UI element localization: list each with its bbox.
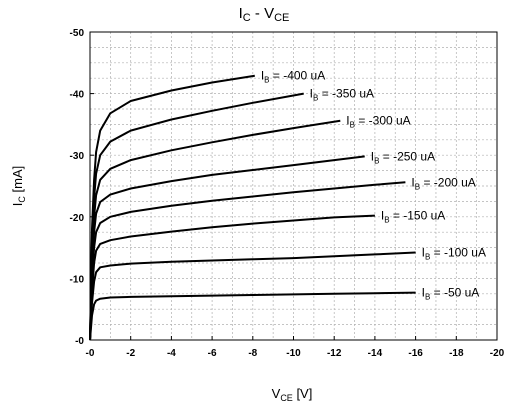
series-line-0 [89, 291, 416, 341]
series-label-1: IB = -100 uA [422, 246, 486, 262]
x-tick-label: -14 [368, 348, 383, 359]
x-tick-label: -12 [327, 348, 342, 359]
series-label-main: I [411, 175, 414, 189]
x-tick-label: -2 [126, 348, 135, 359]
series-label-sub: B [425, 293, 430, 302]
series-label-sub: B [264, 76, 269, 85]
series-label-0: IB = -50 uA [422, 286, 480, 302]
chart-title-sub2: CE [274, 12, 289, 24]
series-label-rest: = -150 uA [390, 209, 446, 223]
series-lines [89, 74, 416, 341]
chart-title-main: I [239, 5, 243, 22]
series-line-4 [89, 155, 365, 341]
series-label-7: IB = -400 uA [261, 69, 325, 85]
x-tick-label: -20 [490, 348, 505, 359]
x-tick-label: -16 [408, 348, 423, 359]
y-tick-label: -0 [75, 336, 84, 347]
series-label-sub: B [350, 121, 355, 130]
series-label-rest: = -400 uA [270, 69, 326, 83]
y-tick-label: -40 [70, 90, 85, 101]
y-tick-label: -10 [70, 274, 85, 285]
series-label-sub: B [415, 182, 420, 191]
grid [90, 32, 497, 340]
series-label-rest: = -300 uA [355, 114, 411, 128]
x-tick-label: -10 [286, 348, 301, 359]
x-tick-label: -18 [449, 348, 464, 359]
series-label-rest: = -100 uA [430, 246, 486, 260]
series-label-rest: = -350 uA [318, 87, 374, 101]
chart-title: IC - VCE [239, 5, 290, 24]
y-tick-label: -20 [70, 213, 85, 224]
series-label-rest: = -250 uA [379, 149, 435, 163]
series-label-main: I [310, 87, 313, 101]
x-axis-label-unit: [V] [293, 386, 313, 401]
series-label-6: IB = -350 uA [310, 87, 374, 103]
y-tick-label: -30 [70, 151, 85, 162]
x-tick-label: -0 [86, 348, 95, 359]
x-tick-label: -6 [208, 348, 217, 359]
x-tick-label: -4 [167, 348, 176, 359]
y-axis-label-main: I [10, 203, 25, 207]
plot-frame [89, 31, 498, 341]
series-line-7 [89, 74, 255, 341]
ticks: -0 -2 -4 -6 -8 -10 -12 -14 -16 -18 -20 -0 -10 -20 -30 -… [70, 28, 505, 359]
series-label-main: I [371, 149, 374, 163]
series-label-sub: B [374, 156, 379, 165]
y-axis-label-unit: [mA] [10, 166, 25, 196]
series-label-rest: = -200 uA [420, 175, 476, 189]
x-tick-label: -8 [248, 348, 257, 359]
series-label-main: I [261, 69, 264, 83]
series-label-4: IB = -250 uA [371, 149, 435, 165]
series-label-5: IB = -300 uA [346, 114, 410, 130]
series-label-2: IB = -150 uA [381, 209, 445, 225]
y-axis-label-sub: C [17, 196, 27, 203]
series-line-5 [89, 119, 341, 341]
series-label-main: I [346, 114, 349, 128]
series-label-3: IB = -200 uA [411, 175, 475, 191]
series-label-sub: B [313, 94, 318, 103]
series-label-sub: B [384, 216, 389, 225]
series-label-main: I [422, 246, 425, 260]
x-axis-label-main: V [272, 386, 281, 401]
chart-title-mid: - V [251, 5, 274, 22]
series-label-rest: = -50 uA [430, 286, 479, 300]
x-axis-label: VCE [V] [272, 386, 313, 403]
series-label-sub: B [425, 253, 430, 262]
series-label-main: I [422, 286, 425, 300]
chart-title-sub: C [243, 12, 251, 24]
x-axis-label-sub: CE [280, 393, 293, 403]
y-axis-label: IC [mA] [10, 166, 27, 206]
series-label-main: I [381, 209, 384, 223]
series-line-3 [89, 181, 406, 341]
y-tick-label: -50 [70, 28, 85, 39]
